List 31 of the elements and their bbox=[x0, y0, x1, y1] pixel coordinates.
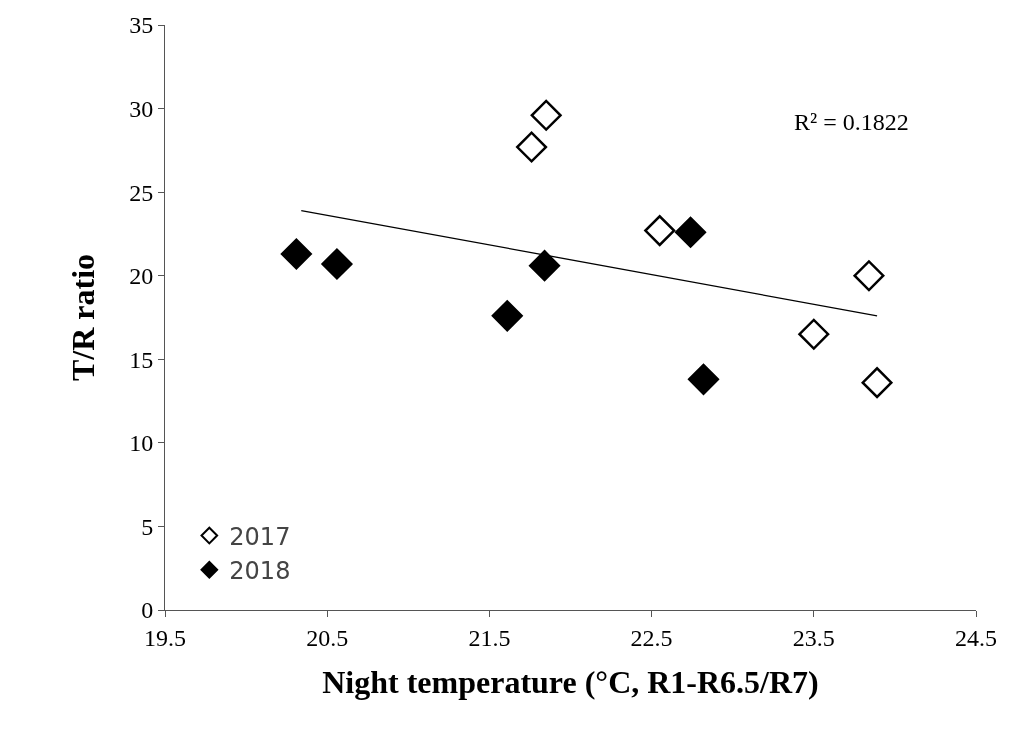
point bbox=[674, 216, 707, 248]
point bbox=[530, 99, 562, 131]
annotation: R² = 0.1822 bbox=[794, 109, 909, 135]
y-tick-label: 30 bbox=[129, 95, 154, 122]
point bbox=[644, 215, 676, 247]
point bbox=[491, 300, 523, 332]
x-axis-title: Night temperature (°C, R1-R6.5/R7) bbox=[322, 663, 819, 700]
y-tick-label: 10 bbox=[129, 430, 154, 457]
point bbox=[516, 131, 548, 163]
point bbox=[853, 260, 885, 292]
y-tick-label: 5 bbox=[141, 513, 154, 540]
point bbox=[687, 363, 720, 395]
y-tick-label: 35 bbox=[129, 12, 154, 39]
x-tick-label: 20.5 bbox=[306, 624, 349, 651]
x-tick-label: 21.5 bbox=[468, 624, 511, 651]
point bbox=[321, 248, 353, 280]
y-tick-label: 20 bbox=[129, 263, 154, 290]
x-tick-label: 24.5 bbox=[955, 624, 997, 651]
point bbox=[280, 238, 312, 270]
y-tick-label: 15 bbox=[129, 346, 154, 373]
y-tick-label: 0 bbox=[141, 597, 154, 624]
x-tick-label: 23.5 bbox=[792, 624, 835, 651]
legend-label: 2018 bbox=[229, 557, 291, 586]
point bbox=[861, 367, 893, 399]
point bbox=[798, 318, 830, 350]
y-axis-title: T/R ratio bbox=[64, 253, 101, 382]
point bbox=[529, 250, 561, 282]
y-tick-label: 25 bbox=[129, 179, 154, 206]
legend-label: 2017 bbox=[229, 522, 291, 551]
x-tick-label: 22.5 bbox=[630, 624, 673, 651]
x-tick-label: 19.5 bbox=[144, 624, 186, 651]
